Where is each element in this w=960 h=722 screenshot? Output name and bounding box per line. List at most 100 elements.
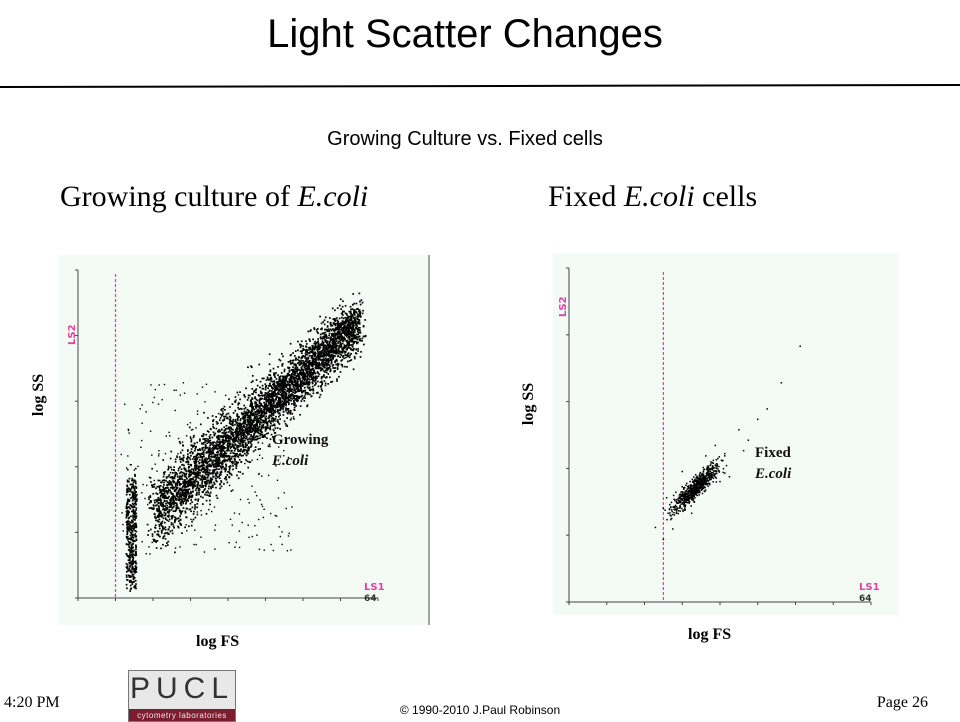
scatter-point: [199, 438, 201, 440]
scatter-point: [218, 457, 220, 459]
scatter-point: [226, 432, 228, 434]
scatter-point: [259, 422, 261, 424]
scatter-point: [274, 423, 276, 425]
scatter-point: [344, 354, 346, 356]
scatter-point: [183, 496, 185, 498]
scatter-point: [126, 503, 128, 505]
scatter-point: [198, 488, 200, 490]
scatter-point: [227, 471, 229, 473]
scatter-point: [242, 444, 244, 446]
scatter-point: [128, 542, 130, 544]
scatter-point: [282, 376, 284, 378]
scatter-point: [257, 435, 259, 437]
scatter-point: [247, 399, 249, 401]
scatter-point: [330, 358, 332, 360]
scatter-point: [251, 388, 253, 390]
scatter-point: [244, 411, 246, 413]
scatter-point: [126, 515, 128, 517]
scatter-point: [250, 423, 252, 425]
scatter-point: [206, 513, 208, 515]
scatter-point: [194, 443, 196, 445]
scatter-point: [347, 317, 349, 319]
scatter-point: [264, 413, 266, 415]
scatter-point: [165, 514, 167, 516]
scatter-point: [178, 468, 180, 470]
scatter-point: [352, 322, 354, 324]
scatter-point: [295, 371, 297, 373]
scatter-point: [292, 360, 294, 362]
scatter-point: [205, 447, 207, 449]
scatter-point: [314, 384, 316, 386]
scatter-point: [133, 529, 135, 531]
scatter-point: [253, 413, 255, 415]
scatter-point: [239, 391, 241, 393]
scatter-point: [188, 469, 190, 471]
scatter-point: [196, 514, 198, 516]
title-rule: [0, 84, 960, 88]
scatter-point: [264, 395, 266, 397]
scatter-point: [306, 343, 308, 345]
scatter-point: [340, 298, 342, 300]
scatter-point: [248, 441, 250, 443]
scatter-point: [224, 409, 226, 411]
scatter-point: [126, 571, 128, 573]
scatter-point: [249, 411, 251, 413]
scatter-point: [274, 427, 276, 429]
scatter-point: [250, 365, 252, 367]
scatter-point: [326, 345, 328, 347]
scatter-point: [242, 451, 244, 453]
scatter-point: [324, 341, 326, 343]
scatter-point: [357, 348, 359, 350]
scatter-point: [133, 540, 135, 542]
scatter-point: [215, 442, 217, 444]
scatter-point: [191, 480, 193, 482]
scatter-point: [277, 366, 279, 368]
scatter-point: [159, 498, 161, 500]
scatter-point: [311, 355, 313, 357]
scatter-point: [359, 293, 361, 295]
scatter-point: [268, 391, 270, 393]
scatter-point: [229, 469, 231, 471]
scatter-point: [247, 419, 249, 421]
scatter-point: [301, 391, 303, 393]
scatter-point: [319, 365, 321, 367]
scatter-point: [197, 483, 199, 485]
scatter-point: [285, 399, 287, 401]
scatter-point: [271, 420, 273, 422]
scatter-point: [320, 337, 322, 339]
scatter-point: [223, 468, 225, 470]
scatter-point: [231, 458, 233, 460]
scatter-point: [179, 522, 181, 524]
scatter-point: [172, 493, 174, 495]
scatter-point: [223, 442, 225, 444]
scatter-point: [175, 461, 177, 463]
scatter-point: [173, 500, 175, 502]
scatter-point: [193, 519, 195, 521]
scatter-point: [341, 339, 343, 341]
scatter-point: [323, 362, 325, 364]
scatter-point: [130, 570, 132, 572]
scatter-point: [203, 412, 205, 414]
scatter-point: [262, 385, 264, 387]
scatter-point: [302, 385, 304, 387]
scatter-point: [212, 426, 214, 428]
scatter-point: [266, 410, 268, 412]
scatter-point: [299, 374, 301, 376]
scatter-point: [277, 419, 279, 421]
scatter-point: [319, 356, 321, 358]
scatter-point: [342, 366, 344, 368]
scatter-point: [326, 360, 328, 362]
scatter-point: [273, 385, 275, 387]
scatter-point: [150, 481, 152, 483]
scatter-point: [209, 481, 211, 483]
scatter-point: [345, 331, 347, 333]
scatter-point: [162, 544, 164, 546]
scatter-point: [324, 334, 326, 336]
scatter-point: [164, 497, 166, 499]
scatter-point: [286, 417, 288, 419]
scatter-point: [166, 542, 168, 544]
scatter-point: [266, 433, 268, 435]
scatter-point: [334, 370, 336, 372]
scatter-point: [251, 414, 253, 416]
scatter-point: [340, 308, 342, 310]
